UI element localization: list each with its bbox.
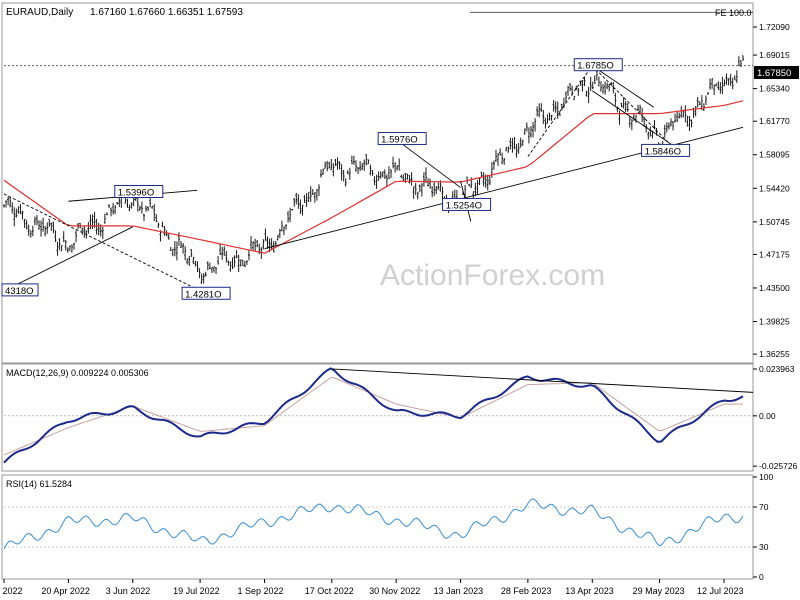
fe-label: FE 100.0 xyxy=(715,8,752,18)
price-label-box xyxy=(377,132,427,146)
rsi-y-tick-label: 70 xyxy=(759,502,769,512)
price-label-box xyxy=(181,286,231,300)
y-tick-label: 1.43500 xyxy=(759,283,790,293)
x-tick-label: 17 Oct 2022 xyxy=(305,586,354,596)
y-tick-label: 1.72090 xyxy=(759,22,790,32)
rsi-line xyxy=(3,498,744,550)
price-chart: 4318O 1.5396O 1.4281O 1.5976O 1.5254O 1.6785O… xyxy=(1,11,753,300)
rsi-y-tick-label: 100 xyxy=(759,472,773,482)
symbol-label: EURAUD,Daily xyxy=(6,7,73,18)
price-label-box xyxy=(573,58,623,72)
trendline xyxy=(592,65,654,108)
moving-average-line xyxy=(3,100,744,254)
macd-title: MACD(12,26,9) 0.009224 0.005306 xyxy=(6,368,149,378)
y-tick-label: 1.69015 xyxy=(759,50,790,60)
y-tick-label: 1.54420 xyxy=(759,183,790,193)
y-tick-label: 1.47175 xyxy=(759,249,790,259)
x-tick-label: 13 Jan 2023 xyxy=(434,586,484,596)
x-tick-label: 1 Sep 2022 xyxy=(237,586,283,596)
price-label: 1.6785O xyxy=(577,61,613,72)
price-label: 1.5396O xyxy=(118,187,154,198)
macd-chart xyxy=(3,367,754,464)
macd-y-tick-label: 0.023963 xyxy=(759,364,795,374)
x-tick-label: 13 Apr 2023 xyxy=(565,586,614,596)
trendline xyxy=(527,65,593,157)
price-label-box xyxy=(641,143,691,157)
x-tick-label: 3 Jun 2022 xyxy=(106,586,151,596)
x-tick-label: 29 May 2023 xyxy=(633,586,685,596)
price-label-box xyxy=(442,197,492,211)
trendline xyxy=(592,90,678,149)
price-label: 4318O xyxy=(5,286,34,297)
trendline xyxy=(3,193,201,292)
price-label-box xyxy=(1,283,39,297)
macd-line xyxy=(3,367,744,464)
ohlc-values: 1.67160 1.67660 1.66351 1.67593 xyxy=(90,7,243,18)
price-label: 1.5254O xyxy=(446,200,482,211)
price-label: 1.5976O xyxy=(381,135,417,146)
macd-panel-frame xyxy=(1,363,754,472)
price-label: 1.5846O xyxy=(645,146,681,157)
y-tick-label: 1.61770 xyxy=(759,116,790,126)
x-tick-label: 7 Mar 2022 xyxy=(0,586,23,596)
x-tick-label: 30 Nov 2022 xyxy=(369,586,420,596)
trendline xyxy=(395,139,461,188)
x-tick-label: 12 Jul 2023 xyxy=(697,586,744,596)
x-tick-label: 19 Jul 2022 xyxy=(173,586,220,596)
y-tick-label: 1.36255 xyxy=(759,349,790,359)
macd-y-tick-label: 0.00 xyxy=(759,411,776,421)
y-tick-label: 1.39825 xyxy=(759,317,790,327)
price-label: 1.4281O xyxy=(185,289,221,300)
current-price-label: 1.67850 xyxy=(757,68,791,79)
rsi-panel-frame xyxy=(1,474,754,580)
price-label-box xyxy=(114,184,164,198)
y-tick-label: 1.65340 xyxy=(759,84,790,94)
x-tick-label: 28 Feb 2023 xyxy=(501,586,552,596)
watermark: ActionForex.com xyxy=(380,259,605,292)
y-tick-label: 1.58095 xyxy=(759,150,790,160)
macd-divergence-line xyxy=(331,368,754,393)
rsi-chart xyxy=(3,498,753,550)
price-panel-frame xyxy=(1,2,754,364)
trendline xyxy=(3,226,133,292)
axes: 7 Mar 2022 20 Apr 2022 3 Jun 2022 19 Jul 20… xyxy=(0,22,798,596)
current-price-box xyxy=(754,66,799,79)
x-tick-label: 20 Apr 2022 xyxy=(41,586,90,596)
y-tick-label: 1.50745 xyxy=(759,217,790,227)
trendline xyxy=(591,65,678,152)
rsi-y-tick-label: 30 xyxy=(759,542,769,552)
rsi-y-tick-label: 0 xyxy=(759,572,764,582)
rsi-title: RSI(14) 61.5284 xyxy=(6,479,72,489)
macd-y-tick-label: -0.025726 xyxy=(759,461,798,471)
